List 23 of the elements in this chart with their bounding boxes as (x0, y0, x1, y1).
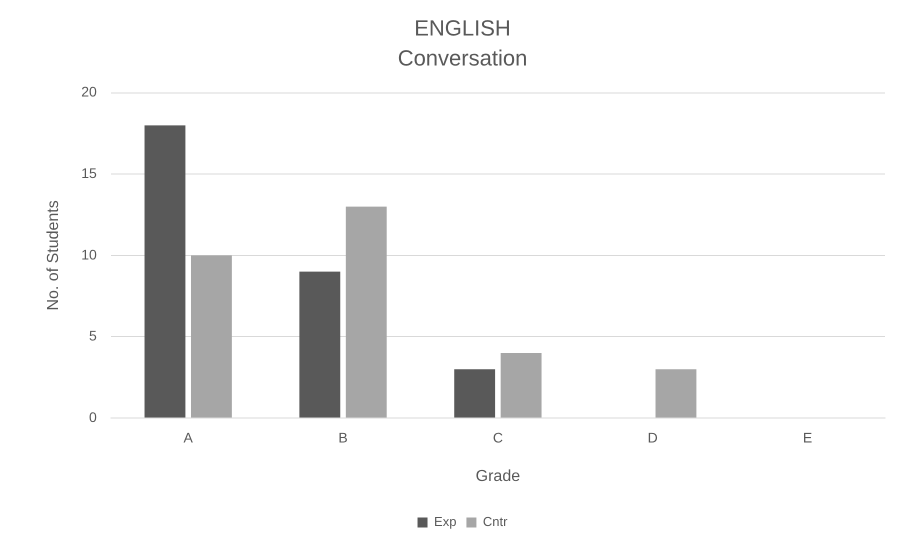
x-tick-label: E (802, 429, 812, 446)
bar (144, 125, 186, 418)
y-tick-label: 15 (81, 164, 97, 181)
bar (454, 369, 496, 418)
bar (346, 206, 387, 418)
y-tick-label: 5 (88, 328, 97, 344)
legend-label: Cntr (482, 514, 508, 530)
bar (190, 255, 232, 418)
y-axis-title: No. of Students (45, 200, 62, 311)
x-tick-label: D (648, 429, 658, 446)
legend-label: Exp (434, 514, 456, 530)
x-tick-label: A (184, 429, 194, 446)
x-tick-label: B (338, 429, 348, 446)
bar (500, 352, 542, 418)
y-tick-label: 20 (81, 84, 97, 100)
y-tick-label: 0 (88, 408, 97, 425)
chart-title: ENGLISH (414, 15, 511, 40)
x-tick-label: C (492, 429, 503, 446)
y-tick-label: 10 (81, 246, 97, 262)
bar (656, 369, 696, 418)
x-axis-title: Grade (476, 468, 520, 485)
chart-subtitle: Conversation (398, 46, 528, 71)
bar (299, 272, 340, 418)
